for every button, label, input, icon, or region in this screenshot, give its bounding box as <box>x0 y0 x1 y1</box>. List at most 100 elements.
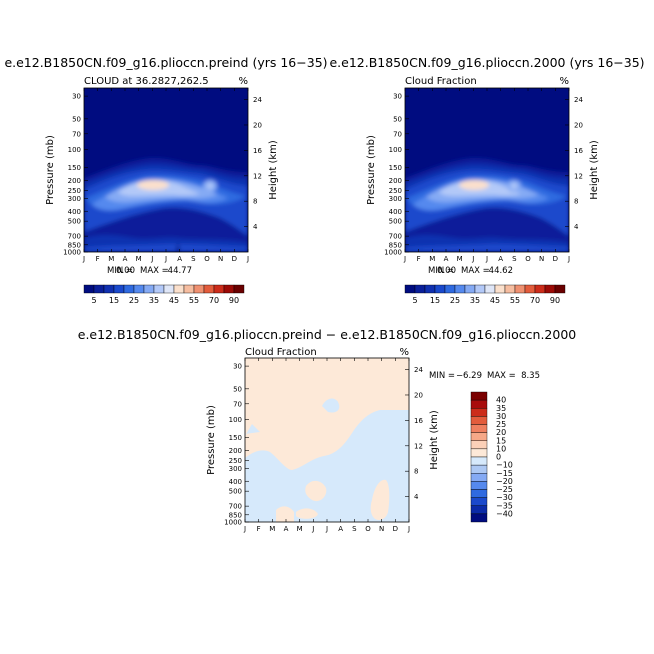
colorbar-swatch <box>83 284 95 294</box>
panel-c: e.e12.B1850CN.f09_g16.plioccn.preind − e… <box>78 327 577 533</box>
panel-a-units: % <box>238 76 248 87</box>
colorbar-swatch <box>534 284 546 294</box>
colorbar-label: −35 <box>496 501 513 510</box>
panel-b-contours <box>405 88 569 252</box>
x-tick-label: F <box>96 255 100 263</box>
x-tick-label: J <box>471 255 474 263</box>
colorbar-swatch <box>544 284 556 294</box>
colorbar-swatch <box>470 473 488 482</box>
x-tick-label: J <box>403 255 406 263</box>
x-tick-label: J <box>243 525 246 533</box>
colorbar-swatch <box>424 284 436 294</box>
colorbar-swatch <box>470 489 488 498</box>
panel-a-subtitle: CLOUD at 36.2827,262.5 <box>84 76 209 87</box>
colorbar-swatch <box>504 284 516 294</box>
colorbar-swatch <box>470 505 488 515</box>
y-tick-label: 300 <box>389 195 402 203</box>
colorbar-swatch <box>223 284 235 294</box>
y-right-tick-label: 24 <box>574 96 583 104</box>
y-tick-label: 50 <box>72 115 81 123</box>
colorbar-label: 55 <box>510 296 520 305</box>
panel-c-stats: MIN = −6.29 MAX = 8.35 <box>429 371 540 381</box>
y-tick-label: 400 <box>229 478 242 486</box>
colorbar-label: 45 <box>169 296 179 305</box>
y-tick-label: 250 <box>389 187 402 195</box>
colorbar-swatch <box>524 284 536 294</box>
y-tick-label: 700 <box>68 233 81 241</box>
colorbar-swatch <box>470 456 488 466</box>
colorbar-swatch <box>133 284 145 294</box>
panel-b-min-label: MIN = <box>428 266 454 276</box>
colorbar-label: 40 <box>496 396 506 405</box>
panel-c-min-value: −6.29 <box>456 371 482 381</box>
x-tick-label: M <box>457 255 463 263</box>
y-tick-label: 1000 <box>384 249 402 257</box>
x-tick-label: F <box>417 255 421 263</box>
y-right-tick-label: 8 <box>253 198 257 206</box>
colorbar-swatch <box>123 284 135 294</box>
colorbar-swatch <box>470 448 488 458</box>
y-tick-label: 50 <box>393 115 402 123</box>
x-tick-label: N <box>379 525 384 533</box>
x-tick-label: M <box>429 255 435 263</box>
x-tick-label: S <box>512 255 517 263</box>
panel-b-colorbar: 5 15 25 35 45 55 70 90 <box>404 284 566 305</box>
colorbar-swatch <box>470 497 488 506</box>
x-tick-label: A <box>284 525 289 533</box>
colorbar-swatch <box>193 284 205 294</box>
y-right-tick-label: 24 <box>414 366 423 374</box>
colorbar-swatch <box>213 284 225 294</box>
colorbar-swatch <box>554 284 566 294</box>
colorbar-label: 25 <box>450 296 460 305</box>
y-right-tick-label: 12 <box>414 442 423 450</box>
colorbar-swatch <box>434 284 446 294</box>
x-tick-label: D <box>232 255 237 263</box>
y-right-tick-label: 20 <box>574 121 583 129</box>
colorbar-swatch <box>93 284 105 294</box>
panel-c-ylabel: Pressure (mb) <box>206 405 217 475</box>
y-tick-label: 30 <box>72 93 81 101</box>
y-tick-label: 850 <box>389 241 402 249</box>
panel-c-title: e.e12.B1850CN.f09_g16.plioccn.preind − e… <box>78 327 577 342</box>
colorbar-swatch <box>163 284 175 294</box>
x-tick-label: S <box>352 525 357 533</box>
x-tick-label: J <box>164 255 167 263</box>
colorbar-swatch <box>454 284 466 294</box>
y-right-tick-label: 16 <box>574 147 583 155</box>
colorbar-label: 35 <box>470 296 480 305</box>
panel-a-stats: MIN = 0.00 MAX = 44.77 <box>107 266 192 276</box>
panel-a-contours <box>84 88 248 252</box>
colorbar-label: 20 <box>496 428 506 437</box>
panel-b-ylabel-right: Height (km) <box>589 140 600 200</box>
x-tick-label: A <box>123 255 128 263</box>
colorbar-swatch <box>470 399 488 409</box>
y-tick-label: 150 <box>68 164 81 172</box>
panel-b-subtitle: Cloud Fraction <box>405 76 477 87</box>
y-tick-label: 500 <box>229 488 242 496</box>
x-tick-label: J <box>311 525 314 533</box>
colorbar-label: −30 <box>496 493 513 502</box>
panel-c-axes: J F M A M J J A S O N D J305070100150200250300400500… <box>224 358 423 533</box>
x-tick-label: A <box>338 525 343 533</box>
y-right-tick-label: 4 <box>253 223 258 231</box>
y-right-tick-label: 12 <box>253 172 262 180</box>
x-tick-label: O <box>365 525 371 533</box>
panel-c-max-label: MAX = <box>487 371 516 381</box>
colorbar-label: 0 <box>496 453 501 462</box>
panel-b-title: e.e12.B1850CN.f09_g16.plioccn.2000 (yrs … <box>329 55 644 70</box>
panel-a-max-value: 44.77 <box>168 266 192 276</box>
colorbar-swatch <box>514 284 526 294</box>
colorbar-label: 30 <box>496 412 506 421</box>
panel-c-max-value: 8.35 <box>521 371 540 381</box>
panel-c-subtitle: Cloud Fraction <box>245 347 317 358</box>
x-tick-label: A <box>498 255 503 263</box>
panel-a-axes: J F M A M J J A S O N D J305070100150200250300400500… <box>63 88 262 263</box>
y-tick-label: 50 <box>233 385 242 393</box>
y-right-tick-label: 8 <box>414 468 418 476</box>
panel-c-units: % <box>399 347 409 358</box>
y-tick-label: 500 <box>68 218 81 226</box>
colorbar-swatch <box>470 464 488 474</box>
colorbar-label: 25 <box>496 420 506 429</box>
x-tick-label: S <box>191 255 196 263</box>
